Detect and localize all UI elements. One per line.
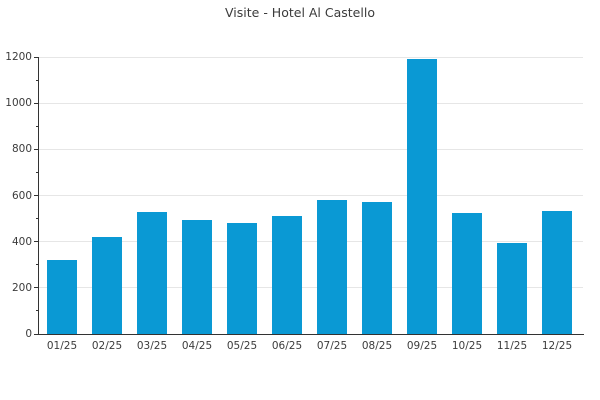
x-tick-label: 04/25 [181, 340, 213, 352]
bar [317, 200, 347, 334]
x-tick-label: 02/25 [91, 340, 123, 352]
y-major-tick [33, 333, 38, 335]
y-tick-label: 1200 [5, 51, 32, 63]
y-minor-tick [35, 79, 38, 81]
y-tick-label: 1000 [5, 97, 32, 110]
x-tick-label: 01/25 [46, 340, 78, 352]
y-minor-tick [35, 125, 38, 127]
y-minor-tick [35, 218, 38, 220]
y-major-tick [33, 56, 38, 58]
y-minor-tick [35, 171, 38, 173]
y-axis-line [37, 57, 39, 334]
bar [452, 212, 482, 334]
y-gridline [38, 102, 583, 104]
x-tick-label: 07/25 [316, 340, 348, 352]
y-major-tick [33, 148, 38, 150]
y-tick-label: 600 [11, 189, 32, 202]
y-tick-label: 400 [11, 235, 32, 248]
y-major-tick [33, 287, 38, 289]
bar [362, 202, 392, 334]
bar [137, 211, 167, 334]
x-axis-line [37, 333, 584, 335]
x-tick-label: 10/25 [451, 340, 483, 352]
x-tick-label: 11/25 [496, 340, 528, 352]
bar [47, 260, 77, 334]
y-gridline [38, 287, 583, 289]
bar [227, 223, 257, 334]
y-tick-label: 200 [11, 281, 32, 294]
x-tick-label: 09/25 [406, 340, 438, 352]
y-gridline [38, 56, 583, 58]
y-minor-tick [35, 264, 38, 266]
bar [92, 237, 122, 334]
bar [407, 59, 437, 334]
chart-title: Visite - Hotel Al Castello [225, 5, 375, 20]
y-gridline [38, 148, 583, 150]
x-tick-label: 12/25 [541, 340, 573, 352]
y-major-tick [33, 195, 38, 196]
y-minor-tick [35, 310, 38, 312]
bar [542, 210, 572, 334]
y-gridline [38, 195, 583, 196]
x-tick-label: 03/25 [136, 340, 168, 352]
x-tick-label: 08/25 [361, 340, 393, 352]
x-tick-label: 06/25 [271, 340, 303, 352]
y-major-tick [33, 241, 38, 243]
x-tick-label: 05/25 [226, 340, 258, 352]
y-tick-label: 0 [25, 328, 32, 340]
y-tick-label: 800 [11, 143, 32, 156]
y-gridline [38, 241, 583, 243]
bar [272, 216, 302, 334]
bar [497, 242, 527, 334]
bar [182, 219, 212, 334]
y-major-tick [33, 102, 38, 104]
